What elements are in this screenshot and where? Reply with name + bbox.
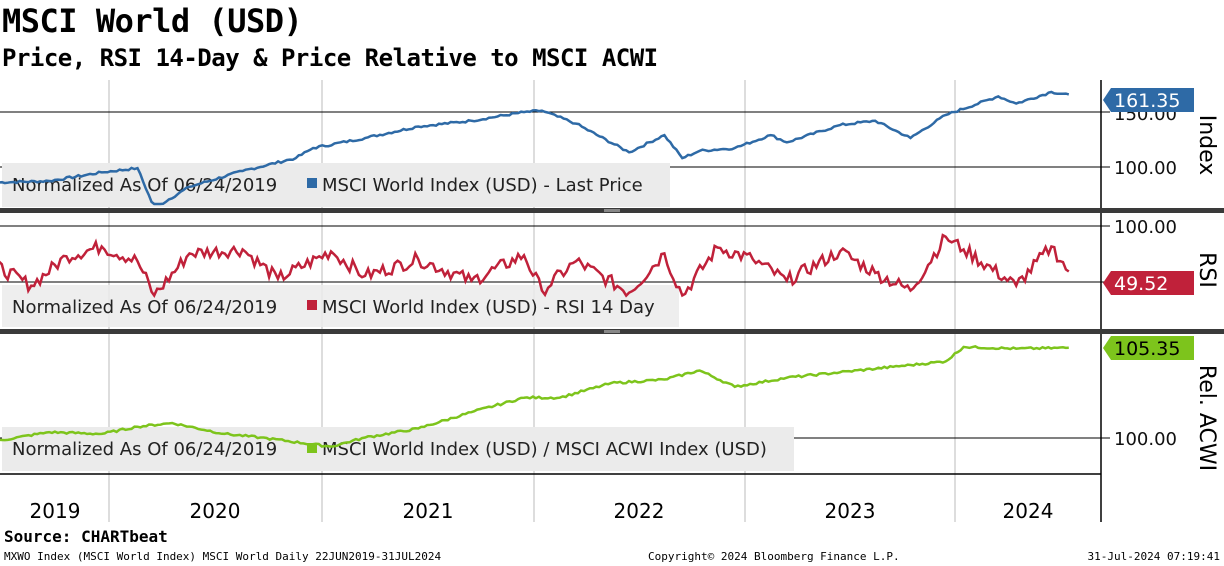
relative-last-value: 105.35 bbox=[1114, 338, 1180, 360]
rsi-legend-series: MSCI World Index (USD) - RSI 14 Day bbox=[322, 297, 655, 318]
chart-subtitle: Price, RSI 14-Day & Price Relative to MS… bbox=[2, 44, 658, 72]
footer-copyright: Copyright© 2024 Bloomberg Finance L.P. bbox=[648, 550, 900, 563]
price-series-line bbox=[0, 90, 1070, 206]
rsi-series-line bbox=[0, 233, 1070, 299]
relative-legend-norm: Normalized As Of 06/24/2019 bbox=[12, 439, 277, 460]
source-note: Source: CHARTbeat bbox=[4, 527, 168, 546]
price-last-value-tag: 161.35 bbox=[1103, 88, 1194, 112]
year-label-2024: 2024 bbox=[1003, 499, 1054, 523]
divider-handle-2[interactable] bbox=[604, 330, 620, 333]
relative-axis-label: Rel. ACWI bbox=[1194, 365, 1219, 471]
price-legend-series: MSCI World Index (USD) - Last Price bbox=[322, 175, 643, 196]
rsi-last-value-tag: 49.52 bbox=[1103, 271, 1194, 295]
price-axis-label: Index bbox=[1194, 115, 1219, 176]
year-label-2019: 2019 bbox=[30, 499, 81, 523]
rsi-axis-label: RSI bbox=[1194, 252, 1219, 288]
price-last-value: 161.35 bbox=[1114, 90, 1180, 112]
price-legend: Normalized As Of 06/24/2019 MSCI World I… bbox=[2, 163, 670, 207]
year-label-2023: 2023 bbox=[825, 499, 876, 523]
footer-left: MXWO Index (MSCI World Index) MSCI World… bbox=[4, 550, 442, 563]
rsi-legend: Normalized As Of 06/24/2019 MSCI World I… bbox=[2, 285, 679, 327]
relative-legend-series: MSCI World Index (USD) / MSCI ACWI Index… bbox=[322, 439, 767, 460]
relative-legend: Normalized As Of 06/24/2019 MSCI World I… bbox=[2, 427, 794, 471]
footer-timestamp: 31-Jul-2024 07:19:41 bbox=[1087, 550, 1220, 563]
rsi-legend-norm: Normalized As Of 06/24/2019 bbox=[12, 297, 277, 318]
year-label-2020: 2020 bbox=[190, 499, 241, 523]
year-label-2021: 2021 bbox=[403, 499, 454, 523]
rsi-last-value: 49.52 bbox=[1114, 273, 1168, 295]
relative-last-value-tag: 105.35 bbox=[1103, 336, 1194, 360]
x-axis-year-labels: 2019 2020 2021 2022 2023 2024 bbox=[30, 499, 1054, 523]
divider-handle-1[interactable] bbox=[604, 209, 620, 212]
relative-tick-100: 100.00 bbox=[1114, 429, 1177, 450]
year-label-2022: 2022 bbox=[614, 499, 665, 523]
chart-title: MSCI World (USD) bbox=[2, 2, 303, 40]
rsi-tick-100: 100.00 bbox=[1114, 217, 1177, 238]
price-tick-100: 100.00 bbox=[1114, 158, 1177, 179]
relative-series-line bbox=[0, 344, 1069, 448]
